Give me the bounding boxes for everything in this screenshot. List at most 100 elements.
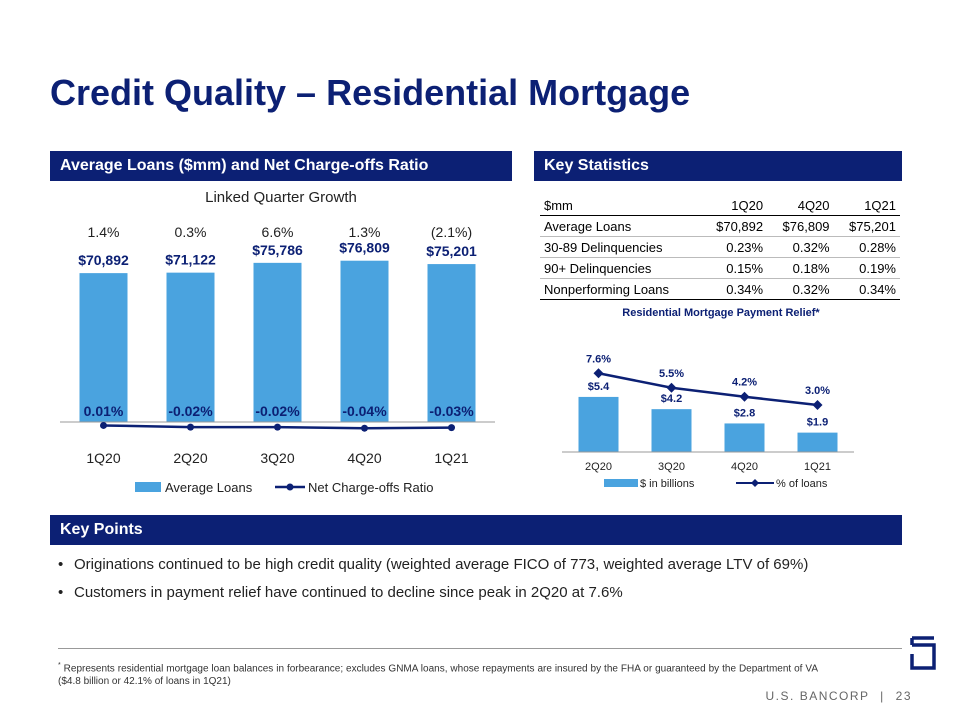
line-point: [593, 368, 604, 379]
footnote-text: Represents residential mortgage loan bal…: [58, 663, 818, 688]
footnote: * Represents residential mortgage loan b…: [58, 659, 818, 688]
table-cell: 0.32%: [792, 281, 830, 297]
table-cell: 0.28%: [859, 239, 896, 255]
growth-label: 6.6%: [262, 224, 294, 240]
key-point-text: Originations continued to be high credit…: [74, 556, 809, 573]
table-row: Nonperforming Loans 0.34% 0.32% 0.34%: [540, 279, 900, 300]
section-header-average-loans: Average Loans ($mm) and Net Charge-offs …: [50, 151, 512, 181]
line-value-label: 5.5%: [659, 368, 684, 380]
line-point: [812, 400, 823, 410]
legend-swatch-dollars: [604, 479, 638, 487]
legend-label: % of loans: [776, 478, 828, 490]
page-number: 23: [895, 689, 912, 703]
bar-average-loans: [253, 262, 302, 422]
line-point: [187, 423, 194, 431]
bar-value-label: $5.4: [588, 381, 610, 393]
bar-relief-amount: [724, 423, 765, 452]
line-value-label: 4.2%: [732, 377, 757, 389]
table-header: $mm: [544, 197, 573, 213]
x-tick-label: 1Q20: [86, 450, 120, 466]
line-point: [100, 421, 107, 429]
line-value-label: 3.0%: [805, 385, 830, 397]
payment-relief-chart: Residential Mortgage Payment Relief* $5.4…: [562, 307, 854, 490]
key-statistics-table: $mm 1Q20 4Q20 1Q21 Average Loans $70,892…: [540, 195, 900, 300]
list-item: • Originations continued to be high cred…: [58, 554, 808, 582]
footer-brand: U.S. BANCORP | 23: [766, 689, 912, 703]
line-point: [448, 424, 455, 432]
line-point: [666, 382, 677, 393]
growth-label: 1.4%: [88, 224, 120, 240]
brand-name: U.S. BANCORP: [765, 689, 870, 703]
list-item: • Customers in payment relief have conti…: [58, 582, 808, 610]
bar-value-label: $75,786: [252, 242, 303, 258]
key-points-list: • Originations continued to be high cred…: [58, 554, 808, 610]
bar-value-label: $71,122: [165, 252, 216, 268]
table-cell: 0.34%: [859, 281, 896, 297]
section-header-key-statistics: Key Statistics: [534, 151, 902, 181]
bar-average-loans: [166, 272, 215, 422]
bar-relief-amount: [651, 409, 692, 452]
section-header-key-points: Key Points: [50, 515, 902, 545]
bar-average-loans: [79, 273, 128, 422]
line-value-label: -0.02%: [255, 403, 300, 419]
table-row: 90+ Delinquencies 0.15% 0.18% 0.19%: [540, 258, 900, 279]
table-cell: 0.34%: [726, 281, 764, 297]
average-loans-chart: 1.4% 0.3% 6.6% 1.3% (2.1%) $70,892 $71,122 $75,…: [60, 224, 495, 495]
legend-label: Net Charge-offs Ratio: [308, 480, 434, 495]
table-cell: 0.19%: [859, 260, 896, 276]
table-header: 1Q21: [864, 197, 896, 213]
footer-separator: |: [880, 689, 885, 703]
bar-value-label: $75,201: [426, 243, 477, 259]
x-tick-label: 2Q20: [173, 450, 207, 466]
bar-average-loans: [340, 260, 389, 422]
legend-label: $ in billions: [640, 478, 695, 490]
key-point-text: Customers in payment relief have continu…: [74, 584, 623, 601]
x-tick-label: 1Q21: [804, 461, 831, 473]
line-point: [361, 424, 368, 432]
line-point: [739, 391, 750, 402]
growth-label: 0.3%: [175, 224, 207, 240]
chart-title: Residential Mortgage Payment Relief*: [622, 307, 820, 319]
legend-marker: [286, 483, 294, 491]
table-header-row: $mm 1Q20 4Q20 1Q21: [540, 195, 900, 216]
x-tick-label: 4Q20: [731, 461, 758, 473]
legend-marker: [751, 479, 759, 487]
x-tick-label: 1Q21: [434, 450, 468, 466]
table-cell: $70,892: [716, 218, 764, 234]
bullet: •: [58, 556, 64, 573]
table-cell: Nonperforming Loans: [544, 281, 670, 297]
bar-value-label: $70,892: [78, 252, 129, 268]
footer-divider: [58, 648, 902, 649]
growth-label: 1.3%: [349, 224, 381, 240]
table-header: 4Q20: [797, 197, 830, 213]
bar-value-label: $76,809: [339, 240, 390, 256]
line-point: [274, 423, 281, 431]
table-row: 30-89 Delinquencies 0.23% 0.32% 0.28%: [540, 237, 900, 258]
x-tick-label: 3Q20: [658, 461, 685, 473]
bar-relief-amount: [797, 432, 838, 452]
table-cell: $76,809: [782, 218, 830, 234]
growth-label: (2.1%): [431, 224, 472, 240]
table-cell: 0.18%: [792, 260, 830, 276]
x-tick-label: 4Q20: [347, 450, 381, 466]
legend-swatch-average-loans: [135, 482, 161, 492]
footnote-mark: *: [58, 662, 61, 669]
bullet: •: [58, 584, 64, 601]
x-tick-label: 2Q20: [585, 461, 612, 473]
line-value-label: -0.02%: [168, 403, 213, 419]
line-value-label: 7.6%: [586, 353, 611, 365]
line-value-label: -0.03%: [429, 403, 474, 419]
table-cell: 30-89 Delinquencies: [544, 239, 663, 255]
x-tick-label: 3Q20: [260, 450, 294, 466]
table-cell: 90+ Delinquencies: [544, 260, 652, 276]
table-row: Average Loans $70,892 $76,809 $75,201: [540, 216, 900, 237]
bar-value-label: $4.2: [661, 393, 682, 405]
page-title: Credit Quality – Residential Mortgage: [50, 72, 691, 113]
bar-value-label: $2.8: [734, 407, 755, 419]
table-cell: $75,201: [849, 218, 896, 234]
bar-relief-amount: [578, 396, 619, 452]
line-value-label: -0.04%: [342, 403, 387, 419]
bar-value-label: $1.9: [807, 417, 828, 429]
table-cell: Average Loans: [544, 218, 632, 234]
us-bancorp-logo-icon: [910, 636, 936, 670]
